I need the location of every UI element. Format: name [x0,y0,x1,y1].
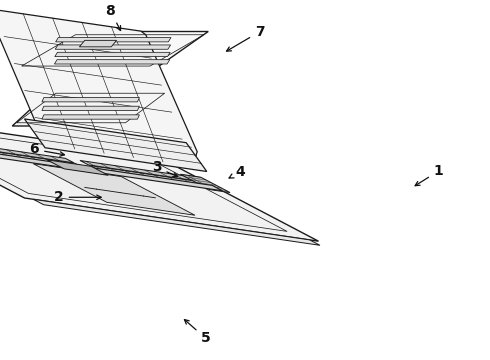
Text: 7: 7 [226,25,265,51]
Polygon shape [33,164,195,215]
Polygon shape [17,31,208,69]
Polygon shape [0,10,197,166]
Polygon shape [24,119,207,171]
Polygon shape [0,140,83,168]
Text: 6: 6 [29,143,65,156]
Text: 2: 2 [54,190,101,204]
Polygon shape [12,90,169,126]
Text: 8: 8 [105,4,121,31]
Polygon shape [54,60,170,64]
Text: 5: 5 [184,320,211,345]
Polygon shape [0,143,222,191]
Polygon shape [55,45,171,49]
Text: 4: 4 [229,165,245,179]
Polygon shape [55,37,171,42]
Polygon shape [79,40,117,47]
Polygon shape [0,135,74,163]
Polygon shape [55,52,170,57]
Polygon shape [89,166,216,187]
Text: 1: 1 [415,164,443,186]
Polygon shape [80,161,206,182]
Polygon shape [42,98,139,102]
Polygon shape [47,160,108,175]
Polygon shape [42,106,139,111]
Polygon shape [33,199,320,245]
Polygon shape [0,112,318,241]
Polygon shape [180,174,230,193]
Text: 3: 3 [152,161,177,177]
Polygon shape [42,115,139,119]
